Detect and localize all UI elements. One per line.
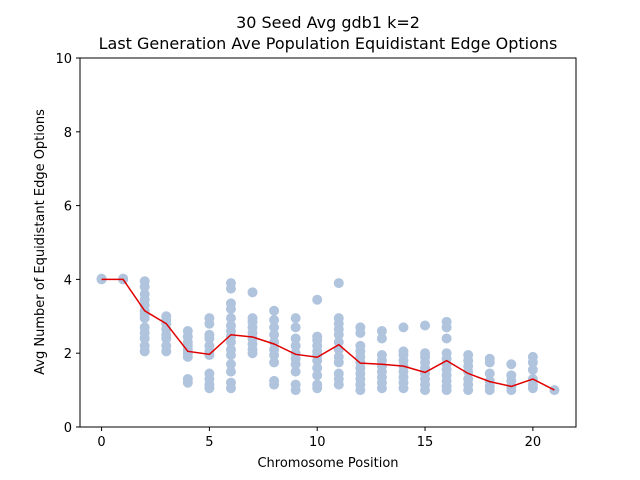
y-tick-label: 6 bbox=[64, 200, 72, 215]
scatter-point bbox=[484, 368, 495, 379]
scatter-point bbox=[355, 340, 366, 351]
average-line bbox=[101, 278, 555, 391]
scatter-point bbox=[506, 359, 517, 370]
scatter-point bbox=[269, 357, 280, 368]
scatter-point bbox=[506, 370, 517, 381]
chart-title: 30 Seed Avg gdb1 k=2 bbox=[236, 13, 420, 32]
x-axis-label: Chromosome Position bbox=[257, 456, 398, 471]
x-tick-label: 5 bbox=[205, 435, 213, 450]
scatter-point bbox=[484, 353, 495, 364]
scatter-point bbox=[225, 278, 236, 289]
scatter-point bbox=[290, 348, 301, 359]
scatter-point bbox=[225, 313, 236, 324]
scatter-point bbox=[204, 368, 215, 379]
scatter-point bbox=[333, 337, 344, 348]
scatter-point bbox=[333, 351, 344, 362]
plot-frame bbox=[79, 57, 577, 428]
scatter-point bbox=[420, 348, 431, 359]
x-tick-label: 15 bbox=[417, 435, 434, 450]
scatter-point bbox=[463, 350, 474, 361]
scatter-point bbox=[376, 333, 387, 344]
scatter-point bbox=[312, 370, 323, 381]
y-axis: 0 2 4 6 8 10 bbox=[55, 52, 80, 436]
x-tick-label: 20 bbox=[525, 435, 542, 450]
scatter-point bbox=[204, 340, 215, 351]
scatter-point bbox=[269, 375, 280, 386]
y-tick-label: 2 bbox=[64, 347, 72, 362]
y-axis-label: Avg Number of Equidistant Edge Options bbox=[33, 109, 48, 375]
scatter-point bbox=[376, 326, 387, 337]
x-tick-label: 0 bbox=[97, 435, 105, 450]
scatter-point bbox=[225, 298, 236, 309]
scatter-point bbox=[463, 374, 474, 385]
x-tick-label: 10 bbox=[309, 435, 326, 450]
x-axis: 0 5 10 15 20 bbox=[97, 427, 541, 450]
scatter-point bbox=[333, 368, 344, 379]
scatter-point bbox=[312, 294, 323, 305]
scatter-point bbox=[225, 366, 236, 377]
scatter-point bbox=[225, 377, 236, 388]
y-tick-label: 4 bbox=[64, 273, 72, 288]
scatter-point bbox=[398, 322, 409, 333]
scatter-point bbox=[269, 322, 280, 333]
scatter-point bbox=[290, 366, 301, 377]
scatter-point bbox=[269, 305, 280, 316]
scatter-point bbox=[204, 313, 215, 324]
scatter-point bbox=[312, 379, 323, 390]
scatter-point bbox=[290, 322, 301, 333]
scatter-point bbox=[376, 350, 387, 361]
scatter-point bbox=[204, 329, 215, 340]
plot-area bbox=[96, 273, 560, 396]
scatter-point bbox=[225, 320, 236, 331]
chart-subtitle: Last Generation Ave Population Equidista… bbox=[99, 34, 558, 53]
scatter-point bbox=[333, 278, 344, 289]
scatter-point bbox=[441, 333, 452, 344]
scatter-point bbox=[225, 359, 236, 370]
scatter-point bbox=[225, 344, 236, 355]
scatter-point bbox=[161, 311, 172, 322]
scatter-point bbox=[527, 351, 538, 362]
scatter-point bbox=[290, 333, 301, 344]
scatter-point bbox=[182, 326, 193, 337]
scatter-point bbox=[290, 379, 301, 390]
scatter-point bbox=[527, 364, 538, 375]
scatter-point bbox=[312, 331, 323, 342]
scatter-point bbox=[139, 276, 150, 287]
scatter-point bbox=[420, 320, 431, 331]
scatter-point bbox=[290, 313, 301, 324]
scatter-point bbox=[182, 374, 193, 385]
scatter-point bbox=[398, 346, 409, 357]
scatter-point bbox=[139, 289, 150, 300]
scatter-point bbox=[290, 340, 301, 351]
scatter-point bbox=[161, 340, 172, 351]
y-tick-label: 10 bbox=[55, 52, 72, 67]
scatter-point bbox=[247, 287, 258, 298]
scatter-point bbox=[139, 322, 150, 333]
scatter-point bbox=[269, 329, 280, 340]
scatter-point bbox=[441, 316, 452, 327]
scatter-point bbox=[355, 322, 366, 333]
y-tick-label: 8 bbox=[64, 126, 72, 141]
y-tick-label: 0 bbox=[64, 421, 72, 436]
scatter-point bbox=[441, 348, 452, 359]
scatter-point bbox=[139, 340, 150, 351]
scatter-point bbox=[269, 314, 280, 325]
scatter-point bbox=[269, 344, 280, 355]
scatter-point bbox=[312, 362, 323, 373]
scatter-point bbox=[247, 313, 258, 324]
scatter-point bbox=[333, 313, 344, 324]
